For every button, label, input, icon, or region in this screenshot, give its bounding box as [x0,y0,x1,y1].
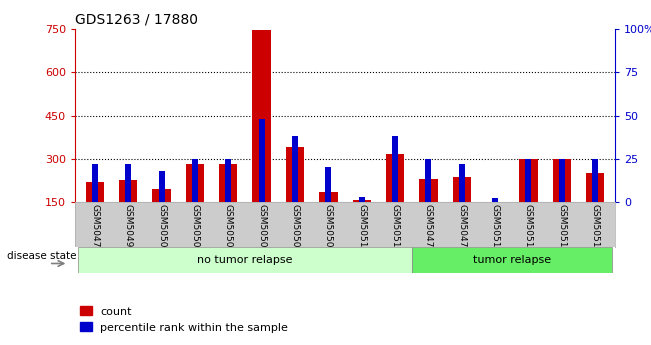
Text: GSM50508: GSM50508 [290,204,299,253]
Text: tumor relapse: tumor relapse [473,255,551,265]
Text: GSM50509: GSM50509 [324,204,333,253]
Bar [152,189,171,202]
Text: GSM50505: GSM50505 [191,204,199,253]
Bar [125,164,132,202]
Text: GSM50475: GSM50475 [457,204,466,253]
Text: GSM50514: GSM50514 [557,204,566,253]
Bar [286,147,304,202]
Text: GSM50473: GSM50473 [424,204,433,253]
Bar [592,159,598,202]
Text: GDS1263 / 17880: GDS1263 / 17880 [75,13,198,27]
Text: GSM50474: GSM50474 [90,204,100,253]
Bar [186,165,204,202]
Bar [525,159,531,202]
Bar [258,119,265,202]
Bar [319,192,337,202]
Bar [411,247,612,273]
Text: GSM50515: GSM50515 [590,204,600,253]
Bar [78,247,411,273]
Bar [159,171,165,202]
Text: no tumor relapse: no tumor relapse [197,255,293,265]
Text: GSM50496: GSM50496 [124,204,133,253]
Bar [452,177,471,202]
Bar [519,159,538,202]
Bar [353,200,371,202]
Bar [225,159,231,202]
Legend: count, percentile rank within the sample: count, percentile rank within the sample [81,306,288,333]
Bar [492,198,498,202]
Bar [392,136,398,202]
Bar [359,197,365,202]
Text: GSM50511: GSM50511 [357,204,367,253]
Bar [386,155,404,202]
Bar [459,164,465,202]
Text: GSM50513: GSM50513 [524,204,533,253]
Text: GSM50510: GSM50510 [491,204,499,253]
Text: GSM50504: GSM50504 [157,204,166,253]
Bar [425,159,432,202]
Text: GSM50512: GSM50512 [391,204,400,253]
Bar [219,165,238,202]
Text: GSM50507: GSM50507 [257,204,266,253]
Bar [86,182,104,202]
Bar [553,159,571,202]
Bar [92,164,98,202]
Bar [192,159,198,202]
Bar [586,173,604,202]
Bar [292,136,298,202]
Text: disease state: disease state [7,251,76,261]
Bar [559,159,565,202]
Bar [419,179,437,202]
Text: GSM50506: GSM50506 [224,204,233,253]
Bar [253,30,271,202]
Bar [119,180,137,202]
Bar [326,167,331,202]
